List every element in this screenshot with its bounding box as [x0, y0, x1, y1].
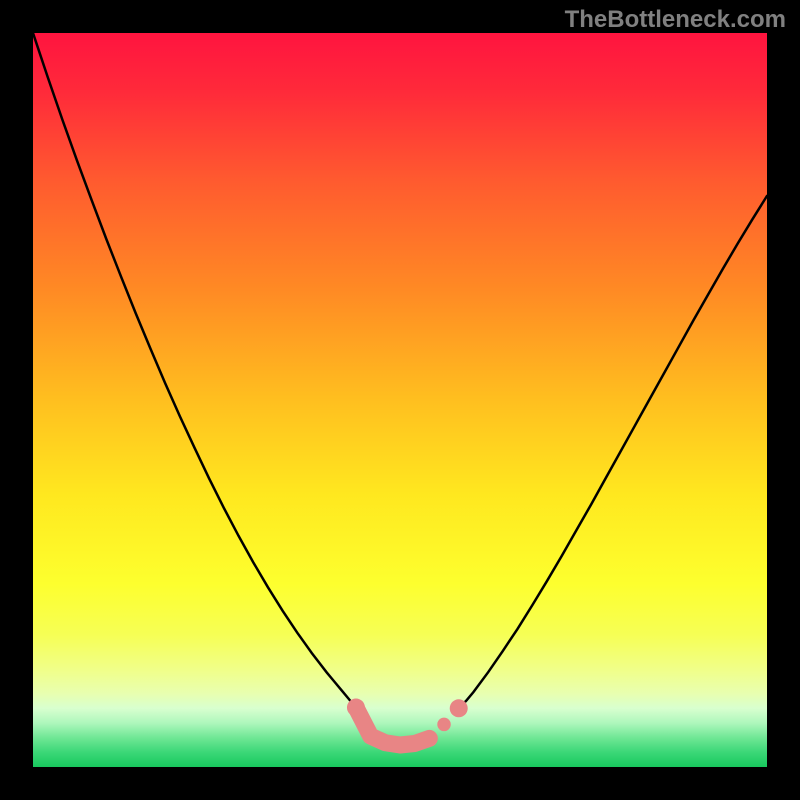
trough-cap-left	[347, 699, 365, 717]
chart-curves	[33, 33, 767, 767]
curve-left	[33, 33, 356, 708]
chart-stage: TheBottleneck.com	[0, 0, 800, 800]
curve-right	[459, 196, 767, 708]
trough-dot-gap	[437, 718, 451, 732]
trough-bar	[356, 708, 429, 745]
plot-area	[33, 33, 767, 767]
trough-cap-right	[450, 699, 468, 717]
trough-marker	[347, 699, 468, 745]
watermark-text: TheBottleneck.com	[565, 6, 786, 34]
